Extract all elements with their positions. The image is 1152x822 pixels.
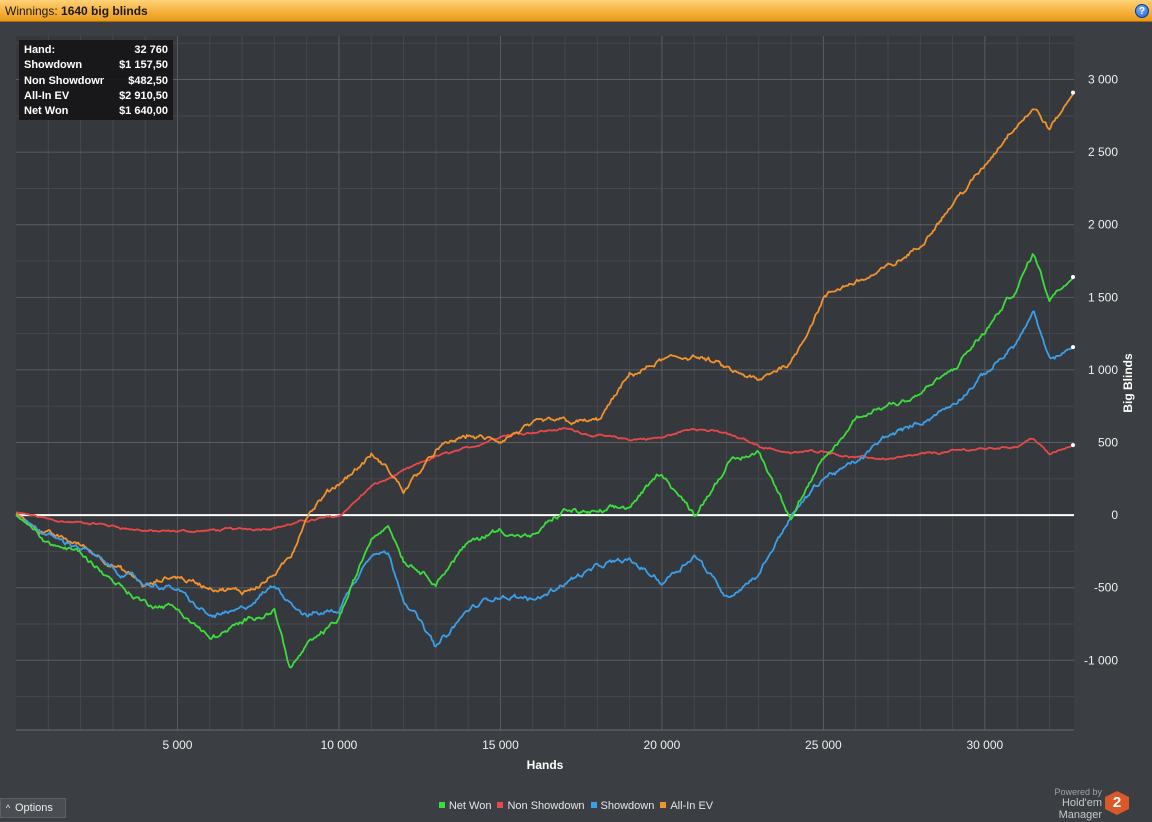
- series-line-net-won: [15, 253, 1075, 669]
- legend-swatch: [438, 802, 445, 808]
- info-row: Non Showdown $482,50: [24, 74, 168, 89]
- y-tick-label: 500: [1098, 436, 1118, 450]
- info-row: Hand: 32 760: [24, 43, 168, 58]
- y-tick-label: 2 000: [1088, 218, 1118, 232]
- series-end-point: [1071, 443, 1075, 448]
- y-tick-label: 1 000: [1088, 363, 1118, 377]
- series-end-point: [1071, 90, 1075, 95]
- legend-swatch: [497, 802, 504, 808]
- series-line-showdown: [15, 310, 1075, 648]
- info-value: 32 760: [134, 44, 168, 56]
- y-axis-ticks: -1 000 -500 0 500 1 000 1 500 2 000 2 500 3 000: [1084, 73, 1118, 668]
- info-label: Hand:: [24, 44, 56, 56]
- series-end-point: [1071, 275, 1075, 280]
- plot-area: [16, 36, 1074, 730]
- info-label: Net Won: [24, 105, 69, 118]
- info-row: All-In EV $2 910,50: [24, 89, 168, 104]
- legend-item[interactable]: Showdown: [590, 800, 655, 812]
- page-title: Winnings: 1640 big blinds: [5, 4, 148, 18]
- info-value: $1 640,00: [119, 105, 168, 118]
- y-tick-label: 0: [1111, 508, 1118, 522]
- title-bar: Winnings: 1640 big blinds ?: [0, 0, 1152, 22]
- info-row: Net Won $1 640,00: [24, 104, 168, 119]
- info-value: $2 910,50: [119, 89, 168, 102]
- info-label: Non Showdown: [24, 74, 104, 87]
- hm-logo-icon: 2: [1105, 791, 1129, 815]
- x-tick-label: 20 000: [644, 738, 681, 752]
- legend-item[interactable]: All-In EV: [660, 800, 713, 812]
- y-tick-label: -1 000: [1084, 653, 1118, 667]
- info-label: Showdown: [24, 59, 83, 72]
- chevron-up-icon: ^: [5, 803, 11, 813]
- x-axis-ticks: 5 000 10 000 15 000 20 000 25 000 30 000: [162, 738, 1003, 752]
- x-tick-label: 15 000: [482, 738, 519, 752]
- x-tick-label: 5 000: [162, 738, 192, 752]
- chart-legend: Net Won Non Showdown Showdown All-In EV: [0, 800, 1152, 812]
- x-tick-label: 10 000: [321, 738, 358, 752]
- x-tick-label: 30 000: [967, 738, 1004, 752]
- powered-by: Powered by Hold'em Manager: [1016, 787, 1102, 821]
- options-label: Options: [15, 802, 53, 814]
- y-tick-label: 3 000: [1088, 73, 1118, 87]
- legend-swatch: [660, 802, 667, 808]
- series-line-all-in-ev: [15, 92, 1075, 596]
- title-prefix: Winnings:: [5, 4, 58, 18]
- product-name: Hold'em Manager: [1058, 797, 1102, 821]
- x-tick-label: 25 000: [805, 738, 842, 752]
- options-button[interactable]: ^ Options: [0, 798, 66, 818]
- series-end-point: [1071, 345, 1075, 350]
- title-value: 1640 big blinds: [61, 4, 148, 18]
- legend-item[interactable]: Net Won: [438, 800, 492, 812]
- y-tick-label: 2 500: [1088, 145, 1118, 159]
- legend-label: Showdown: [600, 800, 655, 812]
- info-label: All-In EV: [24, 89, 70, 102]
- legend-label: Net Won: [448, 800, 492, 812]
- series-line-non-showdown: [15, 426, 1075, 533]
- info-row: Showdown $1 157,50: [24, 58, 168, 73]
- powered-by-label: Powered by: [1054, 787, 1102, 797]
- info-value: $1 157,50: [119, 59, 168, 72]
- stats-info-box: Hand: 32 760 Showdown $1 157,50 Non Showdown…: [19, 40, 173, 120]
- info-value: $482,50: [128, 74, 168, 87]
- legend-swatch: [590, 802, 597, 808]
- y-tick-label: -500: [1094, 581, 1118, 595]
- legend-label: Non Showdown: [507, 800, 585, 812]
- y-tick-label: 1 500: [1088, 290, 1118, 304]
- legend-label: All-In EV: [670, 800, 714, 812]
- x-axis-label: Hands: [527, 758, 564, 772]
- y-axis-label: Big Blinds: [1121, 353, 1135, 413]
- series-lines: [15, 90, 1075, 669]
- legend-item[interactable]: Non Showdown: [497, 800, 585, 812]
- winnings-chart: 5 000 10 000 15 000 20 000 25 000 30 000 -1 0…: [15, 36, 1135, 772]
- help-icon[interactable]: ?: [1135, 4, 1149, 18]
